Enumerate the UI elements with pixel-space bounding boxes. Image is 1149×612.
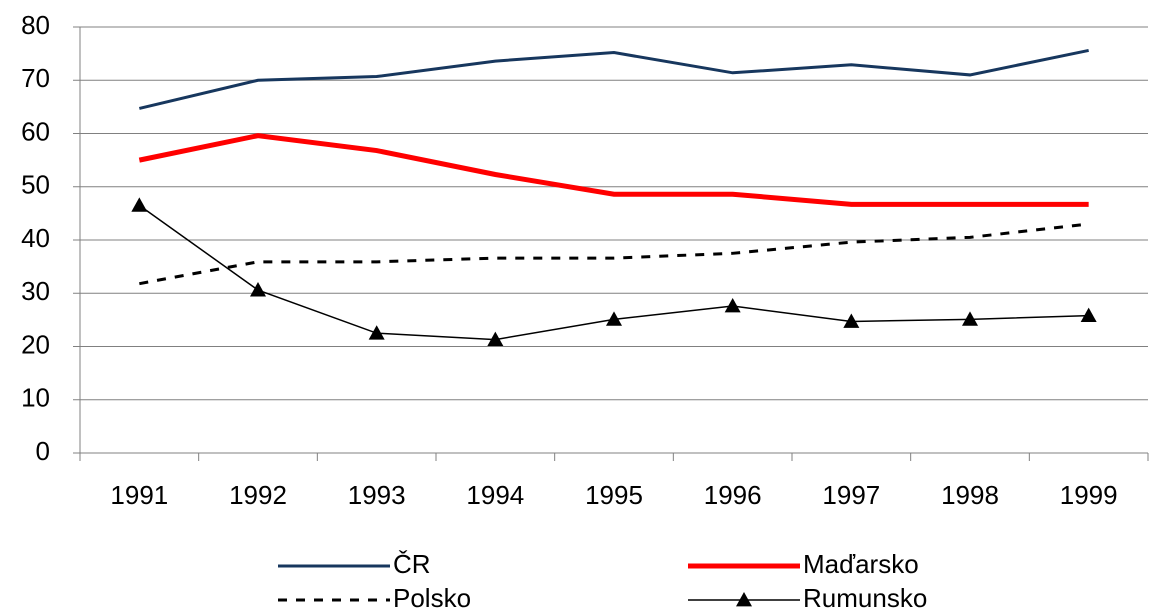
y-tick-label: 60 [21, 116, 50, 146]
x-tick-label: 1998 [941, 480, 999, 510]
marker [487, 331, 504, 346]
y-tick-label: 40 [21, 223, 50, 253]
legend-label: Maďarsko [803, 549, 919, 579]
series-line [138, 133, 1089, 207]
y-tick-label: 30 [21, 276, 50, 306]
x-tick-label: 1993 [348, 480, 406, 510]
legend-label: Rumunsko [803, 583, 927, 612]
x-tick-label: 1992 [229, 480, 287, 510]
x-tick-label: 1996 [704, 480, 762, 510]
legend-label: ČR [393, 549, 431, 579]
marker [962, 311, 978, 326]
legend-marker [736, 592, 752, 607]
x-tick-label: 1991 [110, 480, 168, 510]
marker [250, 282, 266, 297]
marker [843, 313, 860, 328]
legend-label: Polsko [393, 583, 471, 612]
y-tick-label: 70 [21, 63, 50, 93]
marker [724, 298, 741, 313]
series-line [139, 222, 1089, 286]
marker [131, 197, 148, 212]
x-tick-label: 1997 [822, 480, 880, 510]
y-tick-label: 50 [21, 170, 50, 200]
y-tick-label: 20 [21, 329, 50, 359]
x-tick-label: 1999 [1060, 480, 1118, 510]
marker [1080, 307, 1097, 323]
y-tick-label: 80 [21, 10, 50, 40]
series-line [138, 48, 1089, 110]
marker [368, 325, 385, 340]
y-tick-label: 0 [36, 436, 50, 466]
marker [606, 311, 622, 326]
y-tick-label: 10 [21, 383, 50, 413]
x-tick-label: 1995 [585, 480, 643, 510]
x-tick-label: 1994 [466, 480, 524, 510]
